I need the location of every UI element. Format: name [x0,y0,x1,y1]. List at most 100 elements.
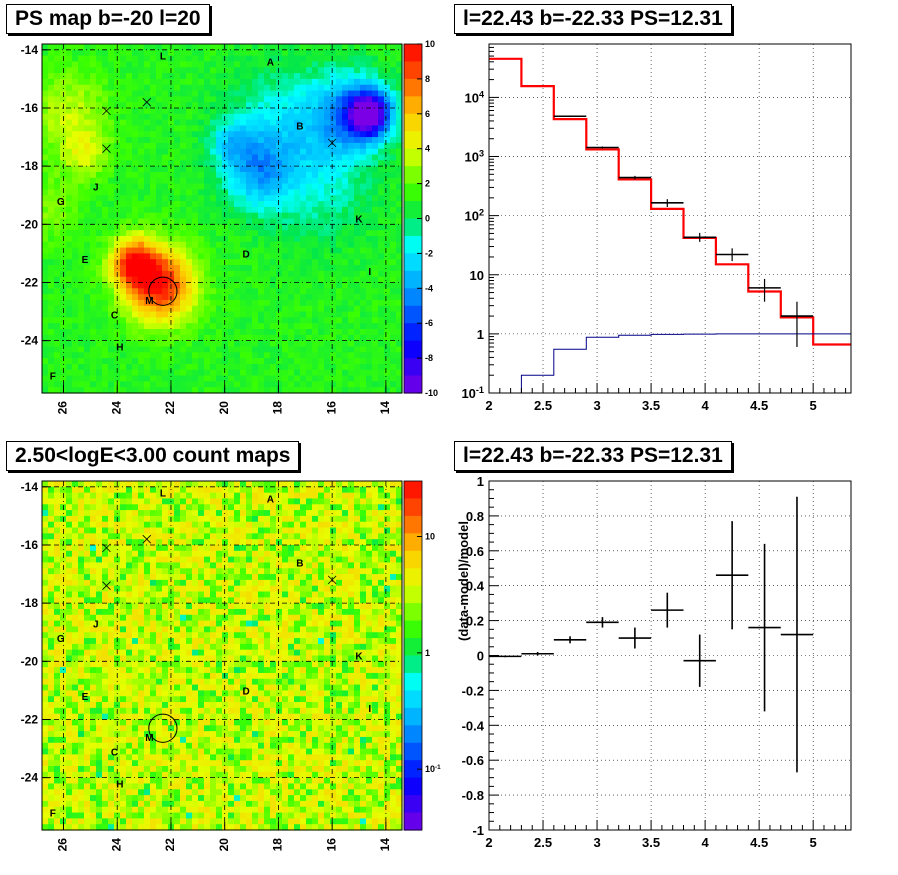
heatmap-cell [282,381,289,388]
heatmap-cell [54,358,61,365]
heatmap-cell [222,265,229,272]
heatmap-cell [210,218,217,225]
heatmap-cell [360,160,367,167]
heatmap-cell [306,177,313,185]
heatmap-cell [156,235,163,243]
heatmap-cell [330,381,337,388]
heatmap-cell [288,253,295,260]
heatmap-cell [378,49,385,57]
heatmap-cell [132,282,139,289]
heatmap-cell [66,177,73,185]
heatmap-cell [348,171,355,179]
heatmap-cell [60,311,67,318]
heatmap-cell [126,369,133,377]
heatmap-cell [258,218,265,225]
heatmap-cell [270,241,277,249]
heatmap-cell [132,800,139,808]
heatmap-cell [138,481,145,488]
heatmap-cell [318,107,325,115]
heatmap-cell [48,690,55,697]
heatmap-cell [192,230,199,237]
heatmap-cell [360,294,367,301]
heatmap-cell [348,311,355,318]
heatmap-cell [306,44,313,51]
heatmap-cell [78,579,85,587]
heatmap-cell [228,329,235,336]
heatmap-cell [126,195,133,202]
heatmap-cell [72,783,79,790]
heatmap-cell [234,113,241,121]
heatmap-cell [246,311,253,318]
heatmap-cell [276,119,283,127]
heatmap-cell [60,783,67,790]
heatmap-cell [138,556,145,564]
heatmap-cell [318,195,325,202]
heatmap-cell [252,137,259,144]
heatmap-cell [180,288,187,295]
heatmap-cell [42,550,49,558]
heatmap-cell [186,125,193,132]
heatmap-cell [282,44,289,51]
heatmap-cell [54,818,61,825]
heatmap-cell [228,171,235,179]
heatmap-cell [150,603,157,610]
heatmap-cell [300,270,307,278]
heatmap-cell [42,381,49,388]
heatmap-cell [186,288,193,295]
heatmap-cell [366,107,373,115]
heatmap-cell [168,218,175,225]
heatmap-cell [90,818,97,825]
heatmap-cell [72,585,79,593]
heatmap-cell [132,329,139,336]
heatmap-cell [276,253,283,260]
heatmap-cell [258,166,265,173]
heatmap-cell [144,742,151,750]
heatmap-cell [78,492,85,500]
heatmap-cell [138,574,145,581]
heatmap-cell [396,375,403,382]
heatmap-cell [156,113,163,121]
heatmap-cell [42,614,49,622]
heatmap-cell [360,369,367,377]
heatmap-cell [108,754,115,761]
heatmap-cell [390,171,397,179]
heatmap-cell [390,352,397,359]
heatmap-cell [60,375,67,382]
heatmap-cell [306,340,313,348]
heatmap-cell [90,742,97,750]
heatmap-cell [96,247,103,254]
heatmap-cell [144,608,151,616]
heatmap-cell [324,73,331,80]
heatmap-cell [276,230,283,237]
heatmap-cell [84,166,91,173]
heatmap-cell [330,61,337,68]
heatmap-cell [318,329,325,336]
heatmap-cell [204,305,211,313]
heatmap-cell [366,282,373,289]
heatmap-cell [210,137,217,144]
heatmap-cell [294,363,301,371]
heatmap-cell [126,265,133,272]
heatmap-cell [72,259,79,266]
heatmap-cell [78,177,85,185]
heatmap-cell [300,90,307,97]
heatmap-cell [138,375,145,382]
heatmap-cell [348,317,355,324]
heatmap-cell [324,387,331,394]
heatmap-cell [138,632,145,639]
heatmap-cell [138,515,145,523]
heatmap-cell [48,131,55,138]
heatmap-cell [378,259,385,266]
heatmap-cell [84,201,91,208]
heatmap-cell [372,61,379,68]
heatmap-cell [240,107,247,115]
heatmap-cell [54,352,61,359]
heatmap-cell [180,317,187,324]
heatmap-cell [330,294,337,301]
heatmap-cell [42,142,49,150]
heatmap-cell [120,160,127,167]
heatmap-cell [108,299,115,307]
heatmap-cell [48,649,55,657]
heatmap-cell [342,294,349,301]
heatmap-cell [144,73,151,80]
